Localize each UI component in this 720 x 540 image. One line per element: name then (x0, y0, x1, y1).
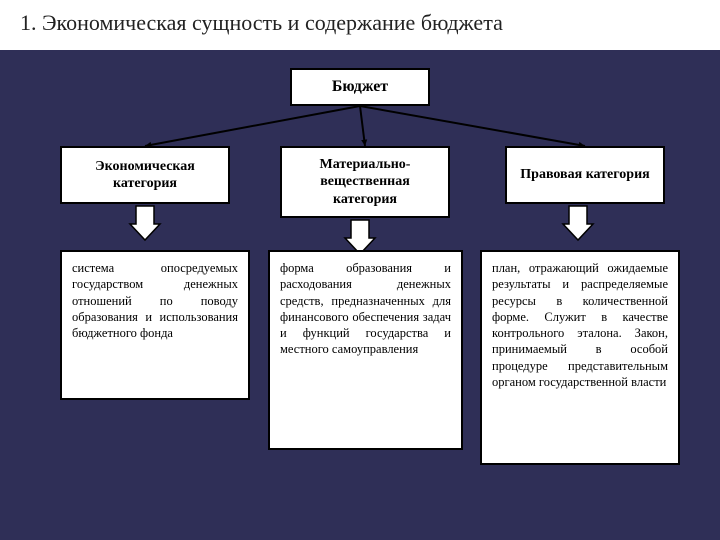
category-label: Правовая категория (520, 166, 649, 184)
root-node: Бюджет (290, 68, 430, 106)
page-title: 1. Экономическая сущность и содержание б… (20, 10, 700, 36)
description-node: система опосредуемых государством денежн… (60, 250, 250, 400)
title-bar: 1. Экономическая сущность и содержание б… (0, 0, 720, 50)
category-node: Материально-вещественная категория (280, 146, 450, 218)
category-label: Материально-вещественная категория (290, 156, 440, 209)
root-label: Бюджет (332, 78, 388, 96)
diagram-area: Бюджет Экономическая категория система оп… (0, 50, 720, 530)
description-node: план, отражающий ожидаемые результаты и … (480, 250, 680, 465)
description-node: форма образования и расходования денежны… (268, 250, 463, 450)
category-node: Экономическая категория (60, 146, 230, 204)
category-label: Экономическая категория (70, 158, 220, 193)
category-node: Правовая категория (505, 146, 665, 204)
